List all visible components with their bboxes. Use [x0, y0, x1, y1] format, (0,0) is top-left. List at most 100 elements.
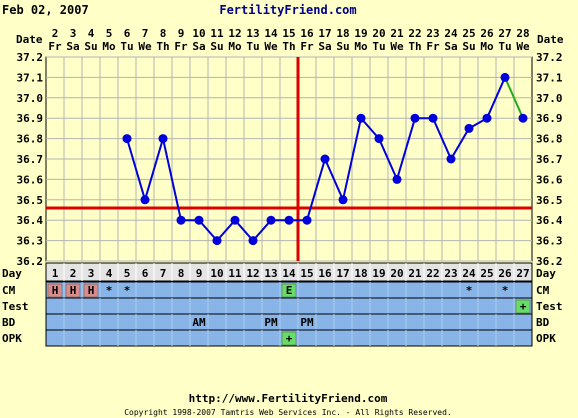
footer-url[interactable]: http://www.FertilityFriend.com [189, 392, 388, 405]
y-tick-label-left: 37.2 [17, 51, 44, 64]
y-tick-label-left: 37.1 [17, 71, 44, 84]
temp-point [140, 195, 150, 205]
weekday-label: Tu [120, 40, 133, 53]
row-bd [45, 313, 533, 331]
y-tick-label-left: 36.5 [17, 194, 44, 207]
temp-segment [144, 138, 164, 201]
row-cell-cm: * [466, 284, 473, 297]
date-label: 2 [52, 27, 59, 40]
date-label: 22 [408, 27, 421, 40]
row-day [45, 262, 533, 282]
row-cell-day: 14 [282, 267, 296, 280]
header-site[interactable]: FertilityFriend.com [219, 3, 356, 17]
row-label-bd: BD [2, 316, 16, 329]
row-cell-day: 19 [372, 267, 385, 280]
weekday-label: Sa [444, 40, 457, 53]
date-label: 4 [88, 27, 95, 40]
temp-point [482, 113, 492, 123]
row-cell-day: 13 [264, 267, 277, 280]
date-row-label-right: Date [537, 33, 564, 46]
temp-point [374, 134, 384, 144]
temp-point [338, 195, 348, 205]
row-cell-day: 20 [390, 267, 403, 280]
row-label-right-opk: OPK [536, 332, 556, 345]
row-label-day: Day [2, 267, 22, 280]
date-row-label: Date [16, 33, 43, 46]
date-label: 17 [318, 27, 331, 40]
row-cell-day: 2 [70, 267, 77, 280]
weekday-label: Mo [228, 40, 242, 53]
date-label: 20 [372, 27, 385, 40]
row-cell-cm: E [286, 284, 293, 297]
row-cell-day: 9 [196, 267, 203, 280]
row-label-right-test: Test [536, 300, 563, 313]
date-label: 28 [516, 27, 529, 40]
date-label: 19 [354, 27, 367, 40]
temp-segment [216, 219, 236, 242]
temp-segment [504, 76, 524, 119]
temp-segment [306, 158, 326, 221]
temp-segment [126, 138, 146, 201]
date-label: 16 [300, 27, 314, 40]
y-tick-label-left: 36.3 [17, 235, 44, 248]
row-cell-day: 3 [88, 267, 95, 280]
row-label-test: Test [2, 300, 29, 313]
row-cell-fill [47, 283, 63, 298]
weekday-label: Sa [318, 40, 331, 53]
temp-point [392, 174, 402, 184]
weekday-label: Mo [480, 40, 494, 53]
row-cell-bd: PM [300, 316, 314, 329]
y-tick-label-right: 36.8 [536, 133, 563, 146]
row-cell-day: 21 [408, 267, 422, 280]
y-tick-label-left: 36.2 [17, 255, 44, 268]
weekday-label: Sa [66, 40, 79, 53]
temp-segment [396, 117, 416, 180]
date-label: 23 [426, 27, 439, 40]
temp-segment [450, 127, 470, 160]
row-cell-day: 1 [52, 267, 59, 280]
date-label: 10 [192, 27, 205, 40]
y-tick-label-left: 37.0 [17, 92, 44, 105]
row-cell-cm: H [52, 284, 59, 297]
date-label: 7 [142, 27, 149, 40]
y-tick-label-right: 36.5 [536, 194, 563, 207]
date-label: 26 [480, 27, 494, 40]
weekday-label: Fr [300, 40, 314, 53]
weekday-label: We [390, 40, 404, 53]
date-label: 12 [228, 27, 241, 40]
weekday-label: Fr [426, 40, 440, 53]
row-cell-day: 5 [124, 267, 131, 280]
temp-point [500, 72, 510, 82]
footer-copyright: Copyright 1998-2007 Tamtris Web Services… [124, 408, 452, 417]
date-label: 18 [336, 27, 349, 40]
temp-point [320, 154, 330, 164]
temp-segment [378, 138, 398, 180]
row-cell-day: 7 [160, 267, 167, 280]
weekday-label: Mo [354, 40, 368, 53]
temp-point [230, 215, 240, 225]
date-label: 13 [246, 27, 259, 40]
row-label-opk: OPK [2, 332, 22, 345]
weekday-label: Mo [102, 40, 116, 53]
y-tick-label-right: 37.1 [536, 71, 563, 84]
row-cell-day: 24 [462, 267, 476, 280]
row-cell-fill [83, 283, 99, 298]
y-tick-label-left: 36.4 [17, 214, 44, 227]
y-tick-label-right: 37.0 [536, 92, 563, 105]
row-label-right-cm: CM [536, 284, 550, 297]
y-tick-label-left: 36.9 [17, 112, 44, 125]
row-cell-cm: * [106, 284, 113, 297]
weekday-label: We [138, 40, 152, 53]
date-label: 3 [70, 27, 77, 40]
weekday-label: Tu [246, 40, 259, 53]
row-cell-fill [65, 283, 81, 298]
y-tick-label-right: 36.3 [536, 235, 563, 248]
weekday-label: Th [156, 40, 169, 53]
y-tick-label-right: 36.6 [536, 173, 563, 186]
header-date: Feb 02, 2007 [2, 3, 89, 17]
temp-segment [252, 219, 272, 242]
date-label: 24 [444, 27, 458, 40]
temp-point [428, 113, 438, 123]
temp-point [410, 113, 420, 123]
row-cell-day: 17 [336, 267, 349, 280]
